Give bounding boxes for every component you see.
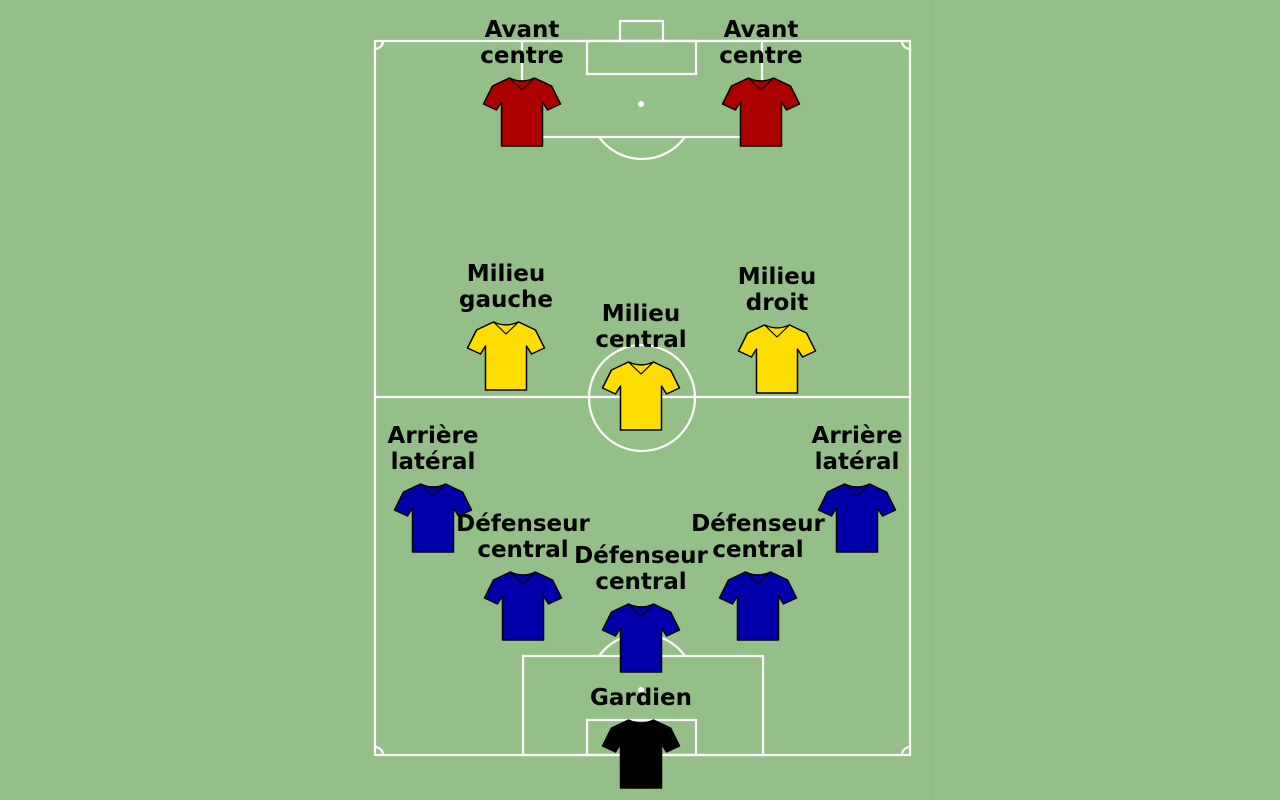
corner-arc-tr [900, 40, 911, 51]
player-fwd-left: Avant centre [432, 17, 612, 148]
player-label-line: Arrière [811, 423, 903, 449]
corner-arc-bl [374, 745, 385, 756]
player-label-line: Avant [723, 17, 799, 43]
shirt-icon [601, 361, 681, 431]
shirt-icon [601, 719, 681, 789]
player-fb-right: Arrière latéral [767, 423, 947, 554]
bottom-penalty-spot [638, 687, 644, 693]
corner-arc-br [900, 745, 911, 756]
shirt-icon [601, 603, 681, 673]
player-gk: Gardien [551, 685, 731, 790]
top-penalty-spot [638, 101, 644, 107]
player-label: Milieu gauche [416, 261, 596, 313]
panel-divider [931, 0, 932, 800]
player-fwd-right: Avant centre [671, 17, 851, 148]
shirt-icon [393, 483, 473, 553]
player-label-line: Milieu [466, 261, 546, 287]
player-cb-center: Défenseur central [551, 543, 731, 674]
player-label: Arrière latéral [767, 423, 947, 475]
player-label-line: Milieu [601, 301, 681, 327]
shirt-icon [718, 571, 798, 641]
player-label-line: latéral [814, 449, 900, 475]
player-label-line: Milieu [737, 264, 817, 290]
player-mid-right: Milieu droit [687, 264, 867, 395]
player-label: Gardien [551, 685, 731, 711]
player-label-line: central [712, 537, 804, 563]
shirt-icon [483, 571, 563, 641]
player-label: Défenseur central [668, 511, 848, 563]
player-label-line: Défenseur [691, 511, 825, 537]
player-label: Milieu droit [687, 264, 867, 316]
player-label-line: Défenseur [456, 511, 590, 537]
player-mid-center: Milieu central [551, 301, 731, 432]
player-label-line: gauche [459, 287, 553, 313]
player-mid-left: Milieu gauche [416, 261, 596, 392]
player-label: Milieu central [551, 301, 731, 353]
player-cb-right: Défenseur central [668, 511, 848, 642]
player-label: Défenseur central [551, 543, 731, 595]
player-label-line: centre [719, 43, 803, 69]
player-label: Avant centre [432, 17, 612, 69]
player-label-line: Avant [484, 17, 560, 43]
shirt-icon [482, 77, 562, 147]
corner-arc-tl [374, 40, 385, 51]
shirt-icon [466, 321, 546, 391]
player-label: Avant centre [671, 17, 851, 69]
player-label-line: central [595, 569, 687, 595]
player-fb-left: Arrière latéral [343, 423, 523, 554]
player-label-line: latéral [390, 449, 476, 475]
center-circle [587, 343, 697, 453]
player-label: Défenseur central [433, 511, 613, 563]
shirt-icon [817, 483, 897, 553]
top-penalty-arc [598, 136, 686, 161]
player-label-line: droit [745, 290, 809, 316]
shirt-icon [721, 77, 801, 147]
player-label-line: centre [480, 43, 564, 69]
player-cb-left: Défenseur central [433, 511, 613, 642]
top-goal [618, 19, 665, 43]
player-label-line: Gardien [589, 685, 693, 711]
player-label-line: Défenseur [574, 543, 708, 569]
player-label-line: central [477, 537, 569, 563]
player-label-line: central [595, 327, 687, 353]
player-label: Arrière latéral [343, 423, 523, 475]
player-label-line: Arrière [387, 423, 479, 449]
shirt-icon [737, 324, 817, 394]
